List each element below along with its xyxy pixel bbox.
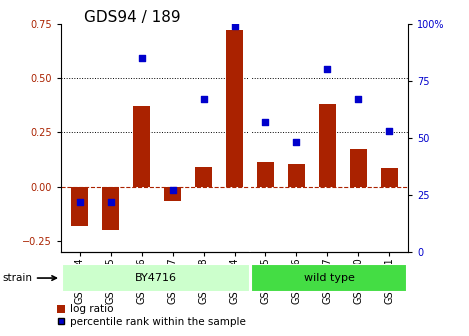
- Point: [231, 23, 238, 29]
- Bar: [133, 106, 150, 187]
- Point: [293, 140, 300, 145]
- Bar: [319, 104, 336, 187]
- Point: [169, 187, 176, 193]
- Legend: log ratio, percentile rank within the sample: log ratio, percentile rank within the sa…: [57, 304, 246, 327]
- Point: [324, 67, 331, 72]
- Bar: [226, 30, 243, 187]
- Point: [107, 199, 114, 204]
- Point: [355, 96, 362, 101]
- Bar: [195, 167, 212, 187]
- Text: GDS94 / 189: GDS94 / 189: [84, 10, 181, 25]
- Bar: [288, 164, 305, 187]
- Point: [386, 128, 393, 134]
- Bar: [164, 187, 181, 201]
- Bar: [102, 187, 119, 230]
- Point: [200, 96, 207, 101]
- Text: wild type: wild type: [304, 273, 355, 283]
- Bar: [257, 162, 274, 187]
- Bar: [251, 264, 408, 292]
- Bar: [381, 168, 398, 187]
- Point: [138, 55, 145, 60]
- Point: [262, 119, 269, 124]
- Bar: [71, 187, 88, 226]
- Bar: [350, 149, 367, 187]
- Text: BY4716: BY4716: [135, 273, 177, 283]
- Bar: [61, 264, 250, 292]
- Text: strain: strain: [2, 273, 32, 283]
- Point: [76, 199, 83, 204]
